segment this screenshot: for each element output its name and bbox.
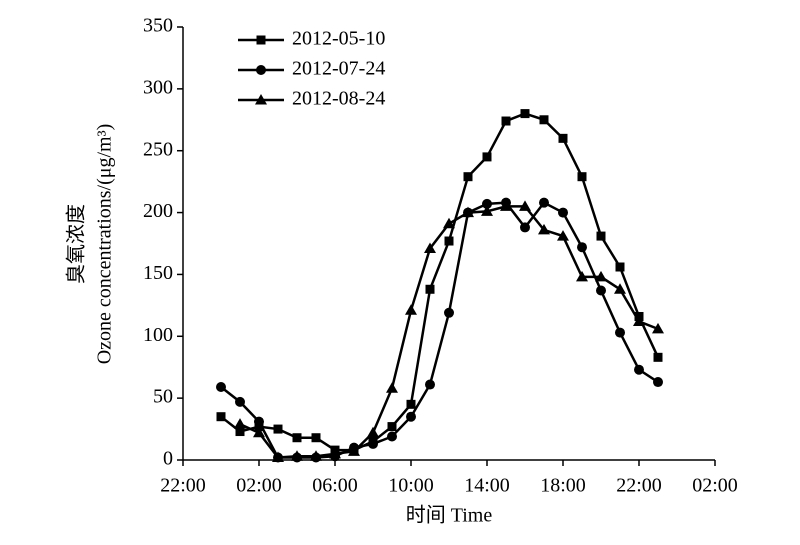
marker xyxy=(652,322,664,334)
marker xyxy=(614,283,626,294)
marker xyxy=(482,152,492,162)
x-tick-label: 22:00 xyxy=(160,475,206,497)
series-line xyxy=(220,201,659,459)
x-tick-label: 02:00 xyxy=(692,475,738,497)
marker xyxy=(596,231,606,241)
marker xyxy=(254,416,264,427)
marker xyxy=(633,315,645,326)
marker xyxy=(425,284,435,294)
marker xyxy=(596,285,606,296)
marker xyxy=(425,379,435,390)
marker xyxy=(444,307,454,318)
marker xyxy=(558,133,568,143)
marker xyxy=(576,270,588,282)
marker xyxy=(348,445,360,456)
x-tick-label: 18:00 xyxy=(540,475,586,497)
marker xyxy=(235,427,245,437)
x-tick-label: 14:00 xyxy=(464,475,510,497)
y-tick-label: 50 xyxy=(153,386,173,408)
marker xyxy=(273,424,283,434)
marker xyxy=(463,172,473,182)
marker xyxy=(272,451,284,463)
legend-marker xyxy=(256,65,266,75)
y-tick-label: 0 xyxy=(163,448,173,470)
x-axis-label: 时间 Time xyxy=(406,504,493,527)
marker xyxy=(653,352,663,362)
marker xyxy=(501,116,511,126)
x-tick-label: 22:00 xyxy=(616,475,662,497)
marker xyxy=(216,382,226,393)
marker xyxy=(500,200,512,211)
marker xyxy=(291,450,303,461)
marker xyxy=(615,327,625,338)
marker xyxy=(577,242,587,253)
marker xyxy=(387,422,397,432)
y-tick-label: 350 xyxy=(143,15,173,37)
x-tick-label: 10:00 xyxy=(388,475,434,497)
marker xyxy=(310,450,322,461)
marker xyxy=(311,433,321,443)
y-tick-label: 150 xyxy=(143,262,173,284)
marker xyxy=(329,447,341,459)
marker xyxy=(253,426,265,438)
marker xyxy=(577,172,587,182)
marker xyxy=(462,206,474,218)
marker xyxy=(520,222,530,233)
marker xyxy=(538,223,550,235)
y-tick-label: 100 xyxy=(143,324,173,346)
x-tick-label: 02:00 xyxy=(236,475,282,497)
marker xyxy=(595,270,607,282)
marker xyxy=(367,426,379,438)
x-tick-label: 06:00 xyxy=(312,475,358,497)
marker xyxy=(406,411,416,422)
legend-marker xyxy=(255,94,267,105)
marker xyxy=(653,377,663,388)
marker xyxy=(443,217,455,229)
marker xyxy=(558,207,568,218)
marker xyxy=(557,230,569,241)
marker xyxy=(539,197,549,208)
marker xyxy=(519,200,531,211)
legend-marker xyxy=(256,35,266,45)
marker xyxy=(634,364,644,375)
marker xyxy=(368,438,378,449)
marker xyxy=(216,412,226,422)
y-axis-label: Ozone concentrations/(μg/m³) xyxy=(94,124,116,365)
marker xyxy=(539,115,549,125)
marker xyxy=(234,418,246,429)
series-line xyxy=(220,112,660,452)
legend-label: 2012-05-10 xyxy=(292,28,385,50)
legend-label: 2012-08-24 xyxy=(292,88,385,110)
legend-label: 2012-07-24 xyxy=(292,58,385,80)
marker xyxy=(386,382,398,393)
y-tick-label: 200 xyxy=(143,200,173,222)
marker xyxy=(481,205,493,216)
marker xyxy=(482,198,492,209)
marker xyxy=(615,262,625,272)
marker xyxy=(405,304,417,315)
marker xyxy=(444,236,454,246)
y-tick-label: 250 xyxy=(143,138,173,160)
y-axis-label-cn: 臭氧浓度 xyxy=(65,204,88,284)
marker xyxy=(406,399,416,409)
y-tick-label: 300 xyxy=(143,76,173,98)
marker xyxy=(292,433,302,443)
marker xyxy=(235,396,245,407)
marker xyxy=(520,109,530,119)
marker xyxy=(387,431,397,442)
marker xyxy=(424,242,436,253)
